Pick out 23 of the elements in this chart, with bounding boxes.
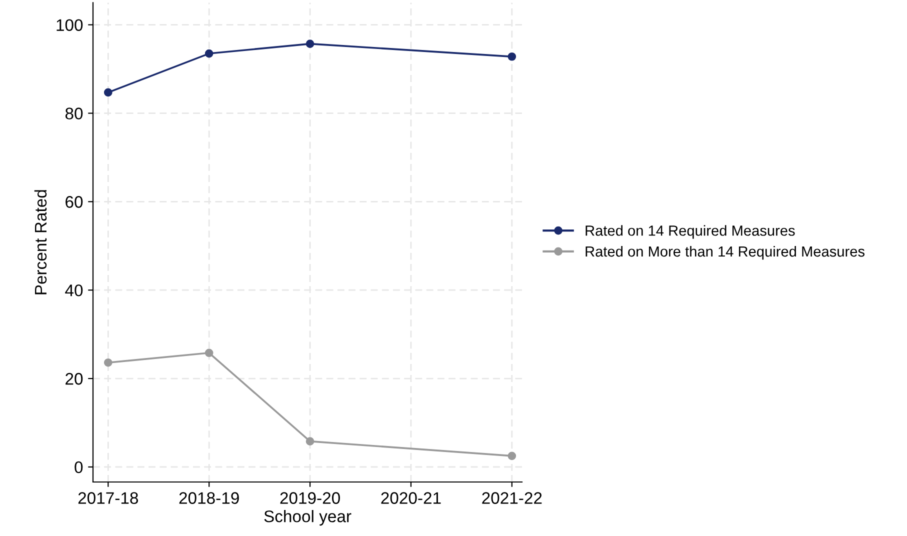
legend-label: Rated on 14 Required Measures xyxy=(586,225,795,239)
x-tick-label: 2017-18 xyxy=(78,492,138,504)
y-tick-label: 80 xyxy=(65,108,83,120)
point xyxy=(204,348,214,358)
y-tick-label: 40 xyxy=(65,284,83,296)
y-tick-label: 0 xyxy=(74,461,83,474)
point xyxy=(306,437,314,446)
y-tick-label: 60 xyxy=(66,196,83,208)
legend-label: Rated on More than 14 Required Measures xyxy=(586,246,864,260)
y-axis-title: Percent Rated xyxy=(34,190,47,294)
x-tick-label: 2020-21 xyxy=(381,492,441,504)
point xyxy=(508,52,516,61)
x-axis-title: School year xyxy=(264,510,352,526)
y-tick-label: 100 xyxy=(56,19,83,31)
point xyxy=(508,452,516,460)
point xyxy=(104,88,112,97)
point xyxy=(104,358,112,367)
y-tick-label: 20 xyxy=(66,372,83,385)
point xyxy=(306,40,314,48)
x-tick-label: 2018-19 xyxy=(179,492,239,504)
point xyxy=(204,49,214,58)
x-tick-label: 2019-20 xyxy=(280,492,340,504)
x-tick-label: 2021-22 xyxy=(482,492,542,504)
